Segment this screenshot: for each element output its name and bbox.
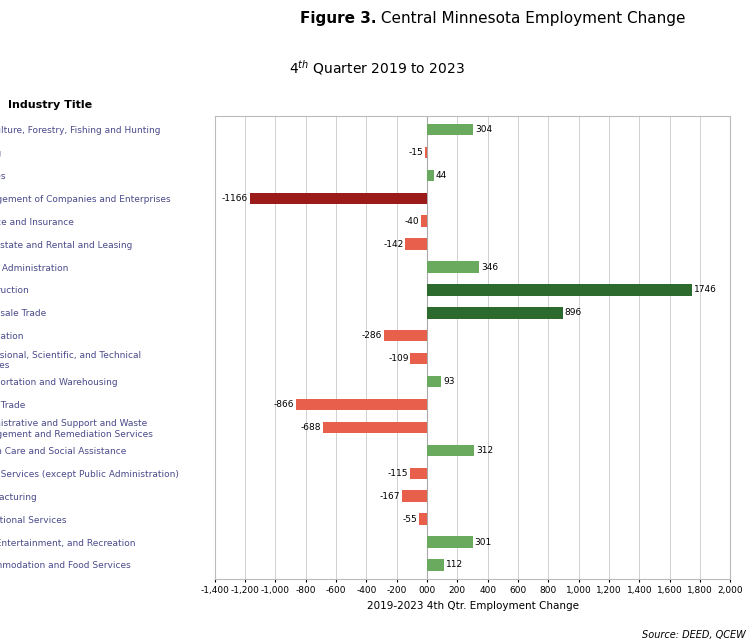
Text: Source: DEED, QCEW: Source: DEED, QCEW bbox=[642, 629, 745, 640]
Bar bbox=[427, 170, 434, 181]
Text: Industry Title: Industry Title bbox=[8, 100, 92, 110]
Text: -109: -109 bbox=[388, 354, 409, 363]
Text: 93: 93 bbox=[443, 377, 454, 386]
Text: -115: -115 bbox=[387, 469, 407, 478]
Bar bbox=[410, 353, 427, 365]
Bar bbox=[427, 376, 441, 387]
X-axis label: 2019-2023 4th Qtr. Employment Change: 2019-2023 4th Qtr. Employment Change bbox=[367, 601, 578, 611]
Bar bbox=[383, 330, 427, 341]
Text: 112: 112 bbox=[446, 561, 463, 570]
Text: -286: -286 bbox=[361, 331, 382, 340]
Text: -167: -167 bbox=[380, 492, 400, 501]
Bar bbox=[322, 422, 427, 433]
Bar bbox=[421, 215, 427, 227]
Text: 1746: 1746 bbox=[694, 285, 717, 294]
Text: Figure 3.: Figure 3. bbox=[300, 10, 376, 26]
Bar bbox=[425, 147, 427, 158]
Bar bbox=[427, 536, 473, 548]
Text: -55: -55 bbox=[402, 514, 417, 523]
Text: 896: 896 bbox=[565, 309, 582, 318]
Bar bbox=[296, 399, 427, 410]
Text: Central Minnesota Employment Change: Central Minnesota Employment Change bbox=[376, 10, 686, 26]
Bar bbox=[405, 239, 427, 250]
Bar bbox=[419, 513, 427, 525]
Text: 304: 304 bbox=[475, 125, 492, 134]
Bar bbox=[427, 123, 473, 135]
Text: -142: -142 bbox=[383, 240, 404, 249]
Text: 346: 346 bbox=[481, 262, 498, 271]
Text: -1166: -1166 bbox=[222, 194, 248, 203]
Text: 4$^{th}$ Quarter 2019 to 2023: 4$^{th}$ Quarter 2019 to 2023 bbox=[288, 58, 465, 77]
Text: 44: 44 bbox=[435, 171, 447, 180]
Bar bbox=[427, 284, 692, 296]
Bar bbox=[427, 307, 563, 318]
Bar bbox=[410, 467, 427, 479]
Bar bbox=[250, 192, 427, 204]
Bar bbox=[427, 559, 444, 571]
Text: 312: 312 bbox=[476, 446, 493, 455]
Text: -40: -40 bbox=[404, 217, 419, 226]
Text: 301: 301 bbox=[474, 538, 492, 547]
Text: -688: -688 bbox=[300, 423, 321, 432]
Text: -15: -15 bbox=[408, 148, 423, 157]
Bar bbox=[401, 491, 427, 502]
Bar bbox=[427, 261, 480, 273]
Bar bbox=[427, 444, 474, 456]
Text: -866: -866 bbox=[273, 400, 294, 409]
